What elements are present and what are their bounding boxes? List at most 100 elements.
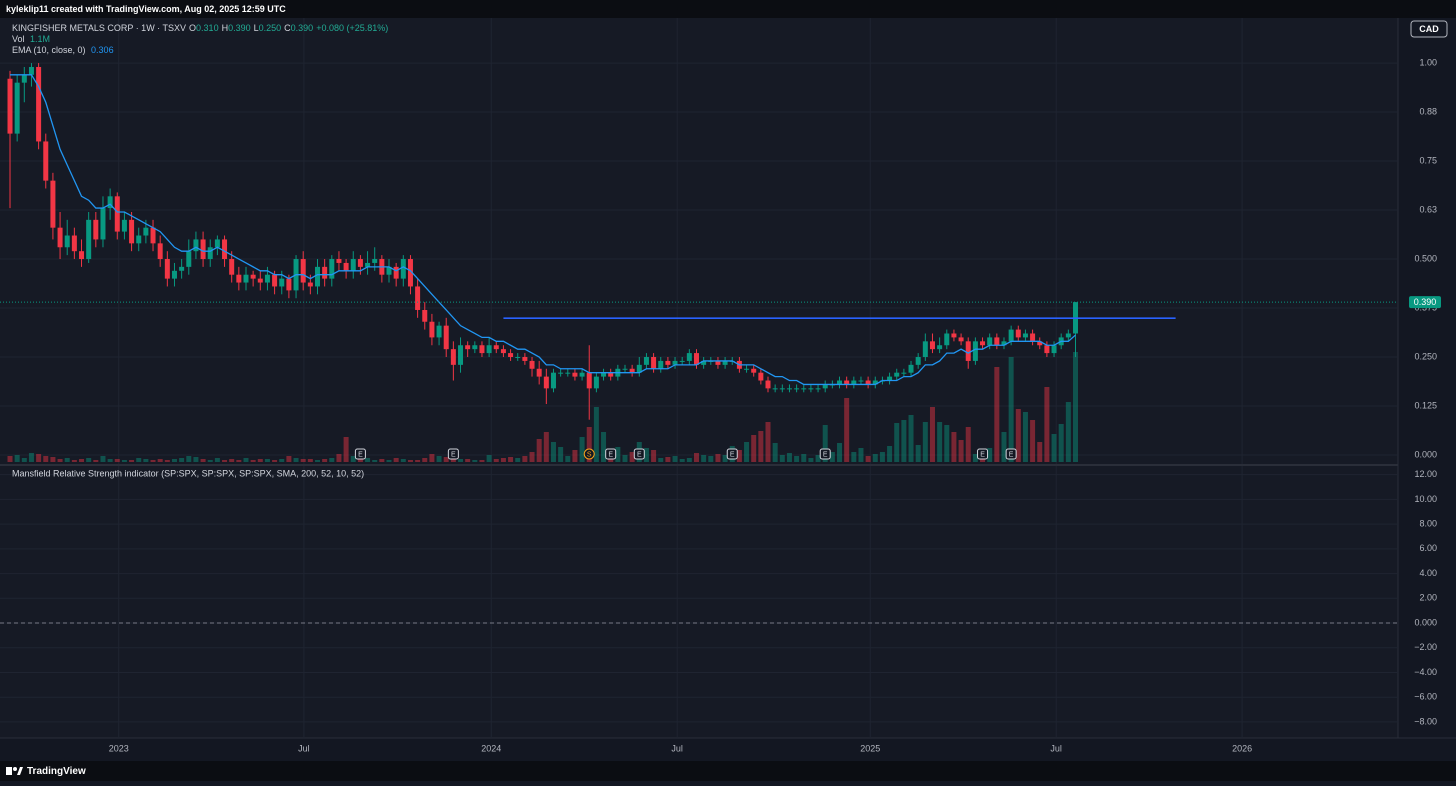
event-marker: E (1005, 448, 1017, 460)
candle-body (407, 259, 413, 287)
volume-bar (107, 459, 113, 462)
volume-bar (715, 454, 721, 462)
event-badge (1005, 448, 1017, 460)
event-label: E (358, 451, 363, 458)
volume-bar (651, 450, 657, 462)
volume-bar (558, 447, 564, 462)
volume-bar (222, 460, 228, 462)
event-marker: S (583, 448, 595, 460)
volume-bar (450, 458, 456, 462)
volume-bar (915, 445, 921, 462)
event-marker: E (447, 448, 459, 460)
volume-bar (71, 460, 77, 462)
volume-bar (1044, 387, 1050, 462)
volume-bar (100, 456, 106, 462)
volume-bar (736, 450, 742, 462)
event-marker: E (977, 448, 989, 460)
ema-name: EMA (10, close, 0) (12, 45, 86, 55)
event-marker: E (605, 448, 617, 460)
candle-body (329, 259, 335, 279)
candle-body (944, 333, 950, 346)
volume-bar (794, 456, 800, 462)
created-by: kyleklip11 created with TradingView.com,… (6, 4, 286, 14)
volume-bar (1037, 442, 1043, 462)
candle-body (100, 208, 106, 240)
candle-body (758, 372, 764, 381)
volume-bar (114, 459, 120, 462)
candle-body (1044, 345, 1050, 354)
currency-box[interactable] (1410, 20, 1448, 38)
candle-body (572, 372, 578, 377)
candle-body (622, 368, 628, 370)
volume-bar (493, 459, 499, 462)
currency[interactable]: CAD (1419, 24, 1439, 34)
candle-body (744, 368, 750, 370)
candle-body (343, 262, 349, 271)
volume-bar (837, 443, 843, 462)
volume-bar (872, 454, 878, 462)
candle-body (693, 353, 699, 365)
volume-bar (336, 454, 342, 462)
volume-bar (436, 456, 442, 462)
candle-body (1037, 341, 1043, 346)
volume-bar (400, 459, 406, 462)
candle-body (493, 345, 499, 350)
candle-body (972, 341, 978, 361)
ohlc-value: 0.250 (258, 23, 282, 33)
volume-bar (901, 420, 907, 462)
footer: TradingView (0, 761, 1456, 781)
volume-bar (214, 458, 220, 462)
event-marker: E (633, 448, 645, 460)
volume-bar (300, 459, 306, 462)
candle-body (114, 196, 120, 232)
candle-body (222, 239, 228, 260)
y-tick-label: 10.00 (1414, 494, 1437, 504)
volume-bar (665, 457, 671, 462)
volume-bar (386, 460, 392, 462)
volume-bar (472, 460, 478, 462)
event-label: E (823, 451, 828, 458)
volume-bar (50, 457, 56, 462)
candle-body (372, 259, 378, 263)
event-badge (354, 448, 366, 460)
volume-bar (844, 398, 850, 462)
candle-body (779, 388, 785, 390)
volume-bar (586, 427, 592, 462)
volume-bar (1030, 420, 1036, 462)
candle-body (815, 388, 821, 390)
event-label: E (980, 451, 985, 458)
volume-bar (286, 456, 292, 462)
volume-bar (1015, 409, 1021, 462)
ohlc-key: L (253, 23, 259, 33)
volume-bar (314, 460, 321, 462)
x-tick-label: Jul (671, 743, 683, 753)
y-tick-label: 6.00 (1419, 543, 1437, 553)
candle-body (837, 380, 843, 385)
y-tick-label: 0.250 (1414, 351, 1437, 361)
volume-bar (28, 453, 34, 462)
last-price-label: 0.390 (1414, 297, 1437, 307)
volume-bar (272, 460, 278, 462)
volume-bar (415, 460, 421, 462)
volume-bar (322, 459, 328, 462)
volume-bar (751, 435, 757, 462)
candle-body (322, 266, 328, 279)
volume-bar (164, 460, 170, 462)
volume-bar (908, 415, 914, 462)
volume-bar (808, 458, 814, 462)
plot-background (0, 18, 1398, 738)
volume-bar (894, 423, 900, 462)
x-tick-label: 2025 (860, 743, 880, 753)
volume-bar (522, 456, 528, 462)
volume-bar (658, 458, 664, 462)
volume-bar (958, 440, 964, 462)
volume-bar (593, 407, 599, 462)
volume-bar (801, 454, 807, 462)
candle-body (1015, 329, 1021, 338)
volume-bar (629, 452, 635, 462)
y-tick-label: 0.000 (1414, 617, 1437, 627)
candle-body (243, 274, 249, 283)
candle-body (57, 227, 63, 248)
candle-body (79, 251, 85, 260)
candle-body (643, 357, 649, 365)
